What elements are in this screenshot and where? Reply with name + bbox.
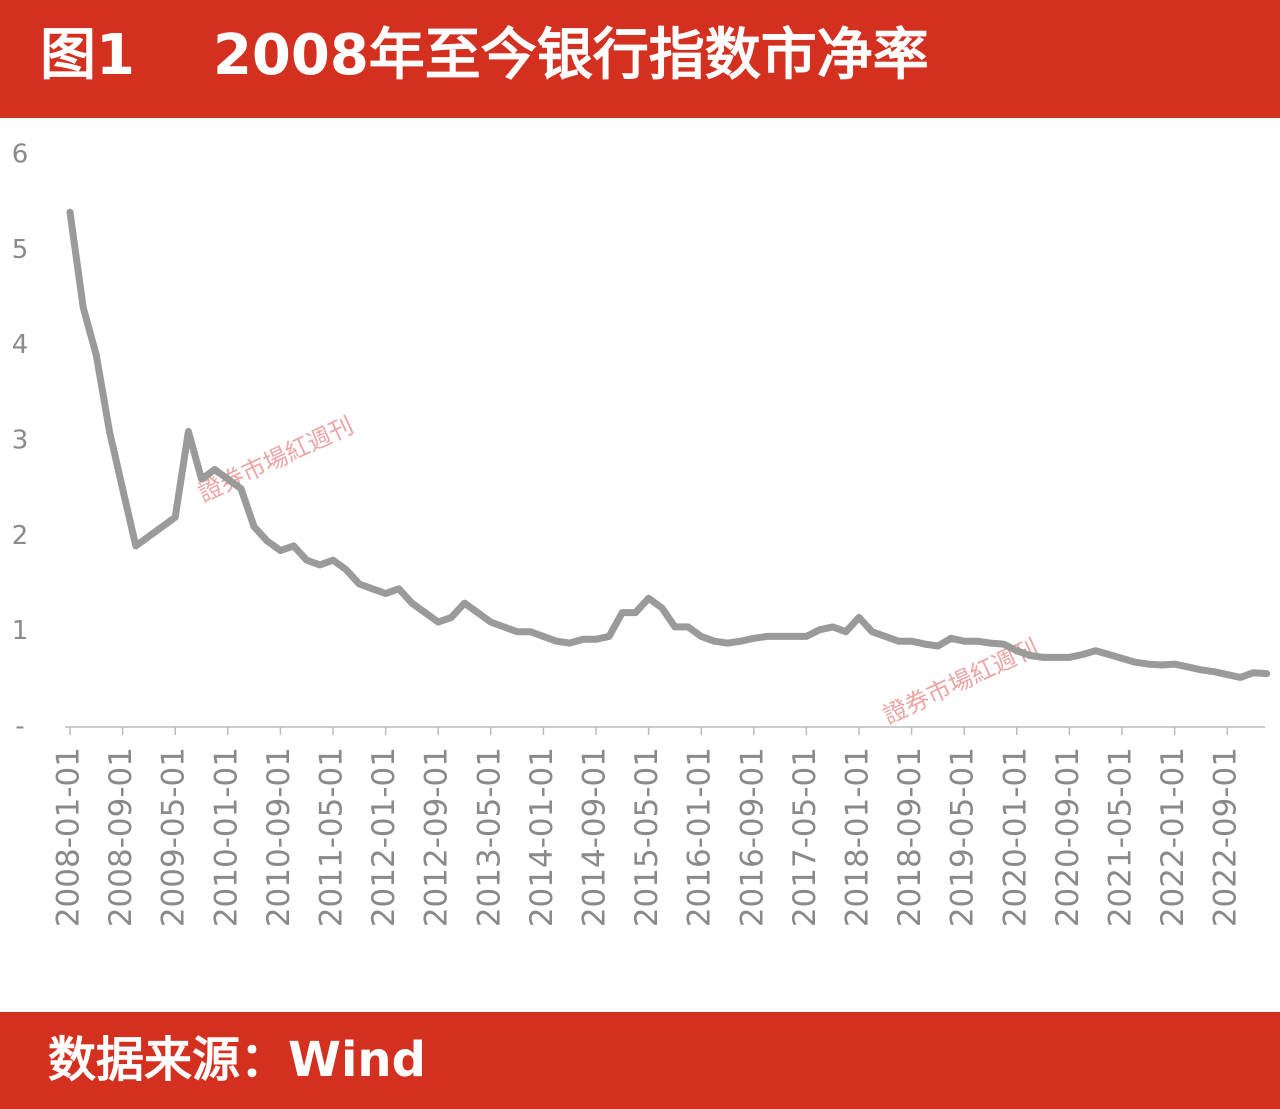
x-tick-label: 2014-09-01 bbox=[577, 747, 613, 927]
x-tick-label: 2011-05-01 bbox=[314, 747, 350, 927]
y-tick-label: 2 bbox=[12, 521, 29, 551]
x-tick-label: 2016-09-01 bbox=[734, 747, 770, 927]
x-tick-label: 2022-09-01 bbox=[1208, 747, 1244, 927]
y-tick-label: 3 bbox=[12, 426, 29, 456]
x-tick-label: 2022-01-01 bbox=[1155, 747, 1191, 927]
chart-title: 图1 2008年至今银行指数市净率 bbox=[0, 0, 1280, 118]
y-tick-label: 4 bbox=[12, 330, 29, 360]
x-tick-label: 2020-01-01 bbox=[997, 747, 1033, 927]
y-tick-label: 5 bbox=[12, 235, 29, 265]
pb-line bbox=[66, 208, 1271, 681]
x-tick-label: 2019-05-01 bbox=[945, 747, 981, 927]
x-tick-label: 2008-01-01 bbox=[51, 747, 87, 927]
x-tick-label: 2009-05-01 bbox=[156, 747, 192, 927]
watermark: 證券市場紅週刊 bbox=[194, 411, 358, 507]
y-tick-label: 1 bbox=[12, 616, 29, 646]
x-tick-label: 2010-09-01 bbox=[261, 747, 297, 927]
source-note: 数据来源：Wind bbox=[0, 1012, 1280, 1109]
x-tick-label: 2020-09-01 bbox=[1050, 747, 1086, 927]
x-tick-label: 2018-09-01 bbox=[892, 747, 928, 927]
x-tick-label: 2012-09-01 bbox=[419, 747, 455, 927]
y-tick-label: - bbox=[15, 712, 24, 742]
x-tick-label: 2015-05-01 bbox=[629, 747, 665, 927]
y-tick-label: 6 bbox=[12, 140, 29, 170]
x-tick-label: 2012-01-01 bbox=[366, 747, 402, 927]
x-tick-label: 2018-01-01 bbox=[840, 747, 876, 927]
x-tick-label: 2010-01-01 bbox=[208, 747, 244, 927]
x-tick-label: 2016-01-01 bbox=[682, 747, 718, 927]
x-tick-label: 2017-05-01 bbox=[787, 747, 823, 927]
x-tick-label: 2013-05-01 bbox=[471, 747, 507, 927]
x-tick-label: 2021-05-01 bbox=[1103, 747, 1139, 927]
x-tick-label: 2014-01-01 bbox=[524, 747, 560, 927]
x-tick-label: 2008-09-01 bbox=[103, 747, 139, 927]
